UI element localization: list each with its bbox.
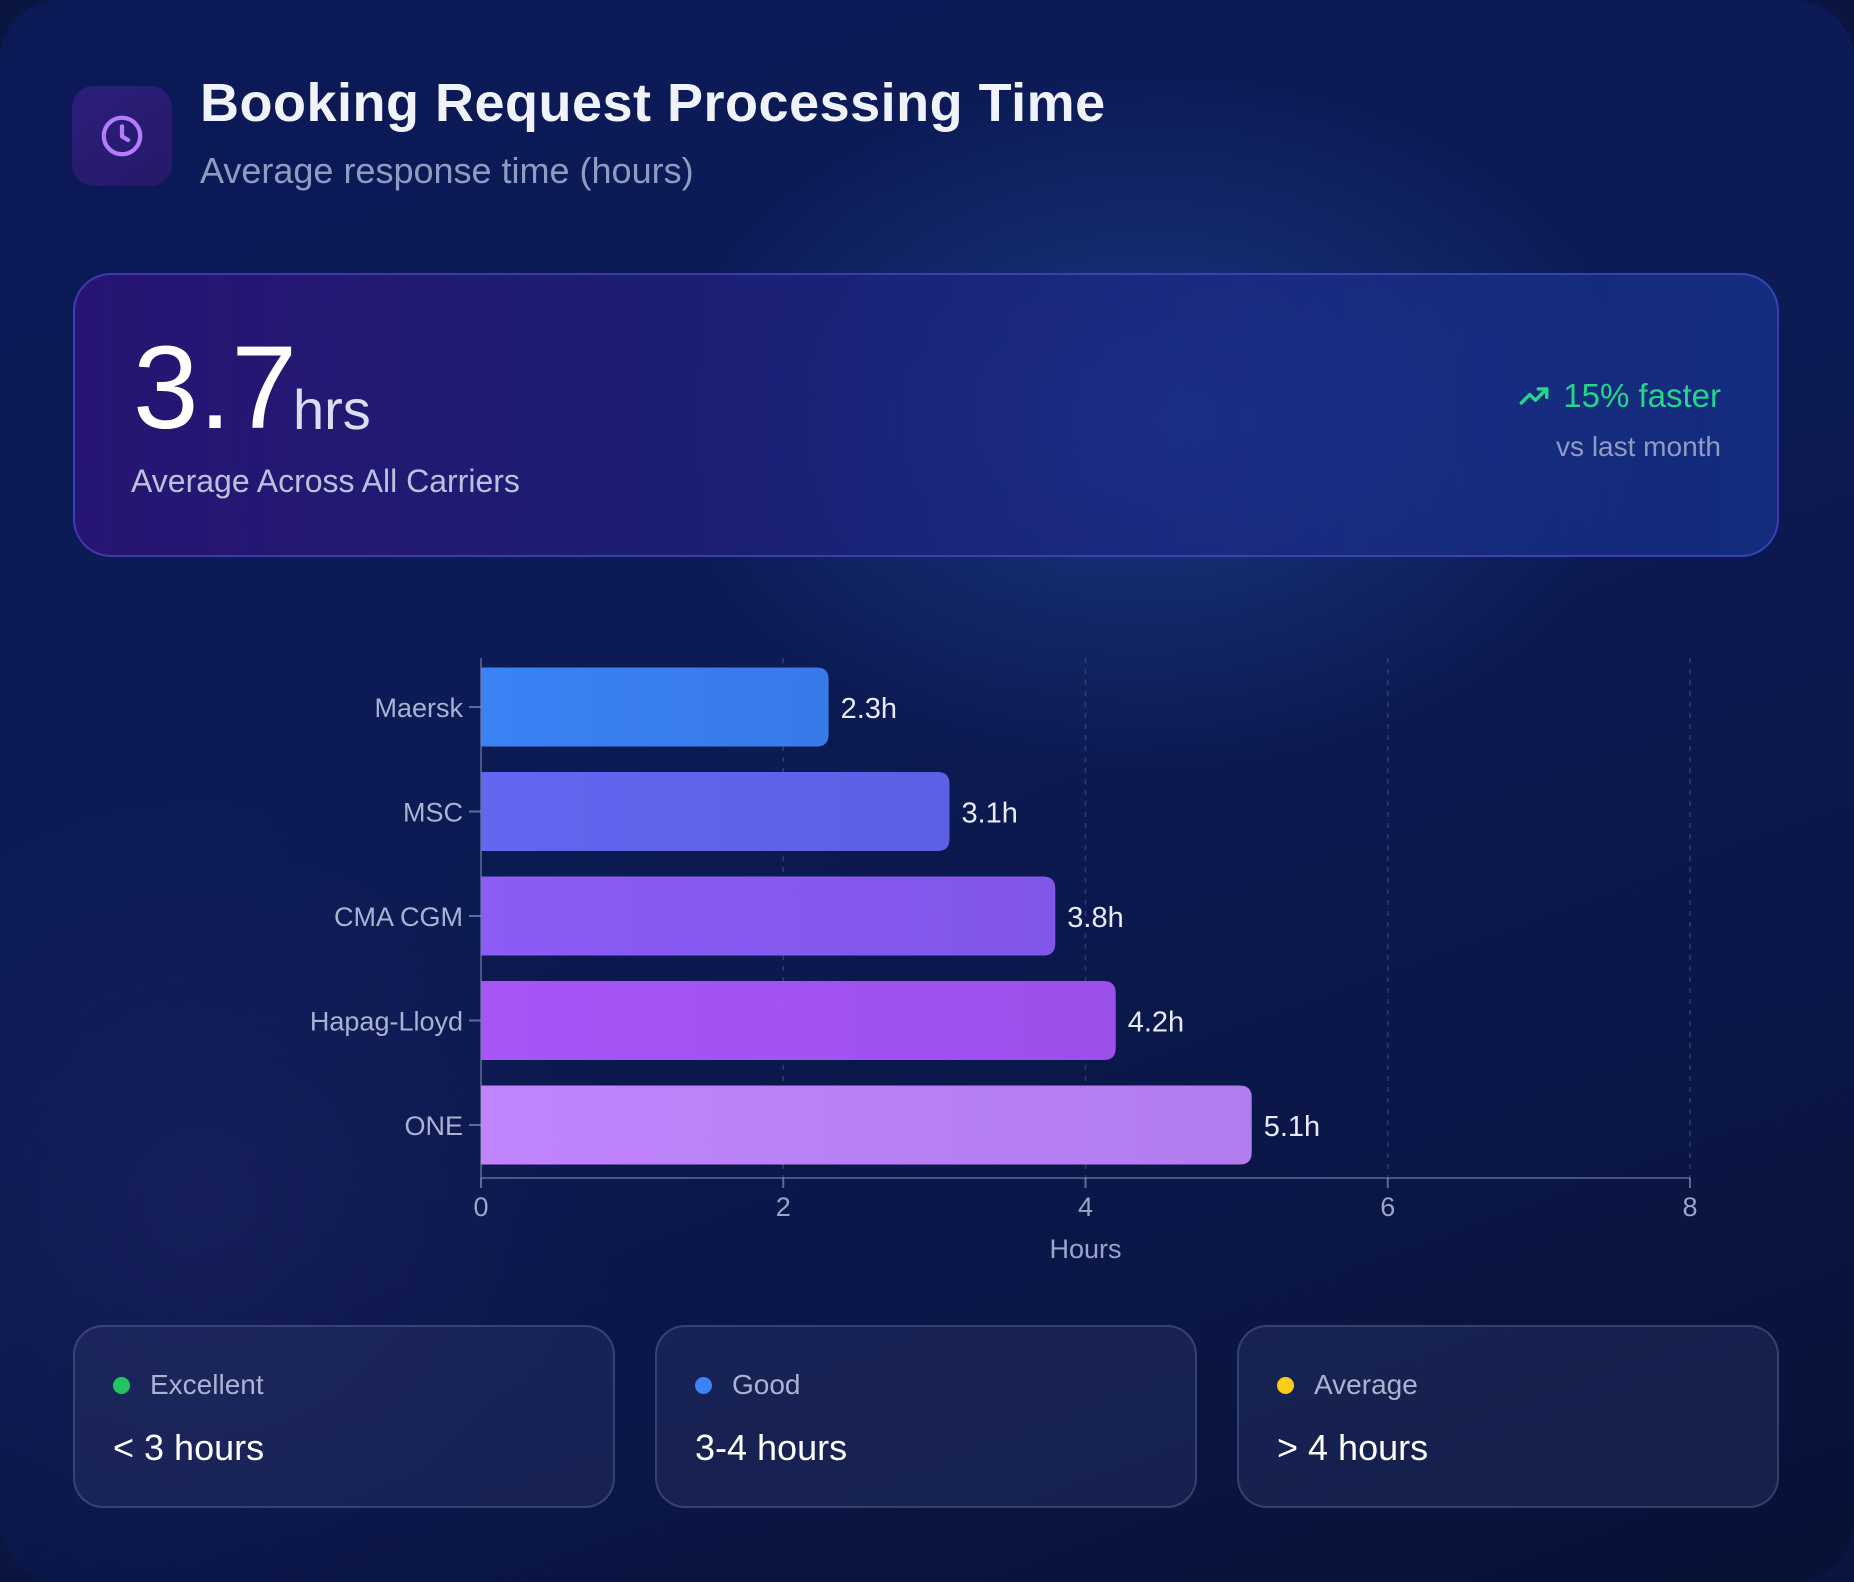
legend-label: Good [732, 1369, 801, 1400]
x-tick-label: 6 [1380, 1192, 1395, 1222]
legend-value: > 4 hours [1277, 1427, 1429, 1468]
x-axis-title: Hours [1049, 1234, 1121, 1264]
status-dot-average [1277, 1376, 1294, 1394]
bar-hapag-lloyd [481, 981, 1116, 1060]
bar-msc [481, 772, 950, 851]
legend-label: Excellent [150, 1369, 264, 1400]
bar-data-label: 5.1h [1264, 1111, 1320, 1143]
trending-up-icon [1519, 387, 1549, 405]
average-unit: hrs [293, 378, 371, 441]
bar-data-label: 3.1h [961, 798, 1017, 830]
page-title: Booking Request Processing Time [200, 73, 1106, 133]
bar-one [481, 1085, 1252, 1165]
bar-maersk [481, 667, 829, 747]
bar-data-label: 2.3h [841, 693, 897, 725]
bar-cma-cgm [481, 876, 1056, 956]
legend-label: Average [1314, 1369, 1418, 1400]
y-category-label: MSC [403, 798, 463, 828]
y-category-label: CMA CGM [334, 902, 463, 932]
clock-icon-container [72, 86, 172, 186]
status-dot-good [695, 1376, 712, 1394]
x-tick-label: 8 [1682, 1192, 1697, 1222]
bar-chart: 0 2 4 6 8 Hours Maersk 2.3h MSC 3.1h CMA CGM 3.8h Ha… [310, 658, 1698, 1264]
y-category-label: Maersk [374, 693, 463, 723]
x-tick-label: 0 [473, 1192, 488, 1222]
summary-panel: 3.7 hrs Average Across All Carriers 15% … [73, 273, 1779, 557]
page-subtitle: Average response time (hours) [200, 150, 694, 191]
bar-data-label: 3.8h [1067, 902, 1123, 934]
legend-value: 3-4 hours [695, 1427, 848, 1468]
trend-indicator: 15% faster [1517, 377, 1721, 415]
clock-icon [101, 115, 143, 157]
status-dot-excellent [113, 1376, 130, 1394]
legend-card-excellent: Excellent < 3 hours [73, 1325, 615, 1508]
legend-card-average: Average > 4 hours [1237, 1325, 1779, 1508]
bar-data-label: 4.2h [1128, 1007, 1184, 1039]
average-label: Average Across All Carriers [131, 463, 520, 499]
trend-subtext: vs last month [1556, 431, 1721, 462]
average-value: 3.7 [133, 322, 298, 454]
x-tick-label: 2 [776, 1192, 791, 1222]
y-category-label: Hapag-Lloyd [310, 1007, 463, 1037]
x-tick-label: 4 [1078, 1192, 1093, 1222]
y-category-label: ONE [404, 1111, 463, 1141]
legend-value: < 3 hours [113, 1427, 265, 1468]
trend-text: 15% faster [1563, 377, 1721, 414]
legend-card-good: Good 3-4 hours [655, 1325, 1197, 1508]
